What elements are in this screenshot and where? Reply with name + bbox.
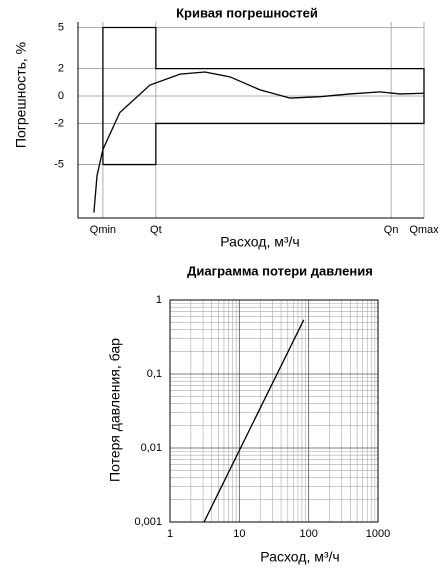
y-tick-label: 1 — [156, 294, 162, 306]
x-axis-label: Расход, м³/ч — [220, 234, 299, 250]
x-tick-label: Qmin — [90, 224, 116, 236]
series-line — [102, 26, 425, 166]
y-tick-label: 0,1 — [147, 368, 162, 380]
series-line — [203, 319, 305, 523]
x-tick-label: Qn — [384, 224, 399, 236]
y-tick-label: 2 — [58, 63, 64, 75]
x-tick-label: 10 — [233, 528, 245, 540]
x-tick-label: 100 — [299, 528, 317, 540]
y-tick-label: -2 — [54, 117, 64, 129]
x-tick-label: 1000 — [366, 528, 390, 540]
y-axis-label: Погрешность, % — [13, 42, 29, 148]
series-line — [93, 71, 425, 213]
plot-frame — [169, 299, 379, 523]
y-tick-label: -5 — [54, 158, 64, 170]
y-tick-label: 0,01 — [141, 442, 162, 454]
x-tick-label: Qt — [150, 224, 162, 236]
x-axis-label: Расход, м³/ч — [260, 549, 339, 565]
x-tick-label: Qmax — [409, 224, 439, 236]
chart-title: Кривая погрешностей — [176, 5, 318, 20]
chart-title: Диаграмма потери давления — [187, 263, 373, 278]
y-tick-label: 0 — [58, 90, 64, 102]
y-axis-label: Потеря давления, бар — [107, 338, 123, 482]
y-tick-label: 5 — [58, 21, 64, 33]
x-tick-label: 1 — [167, 528, 173, 540]
y-tick-label: 0,001 — [134, 516, 162, 528]
